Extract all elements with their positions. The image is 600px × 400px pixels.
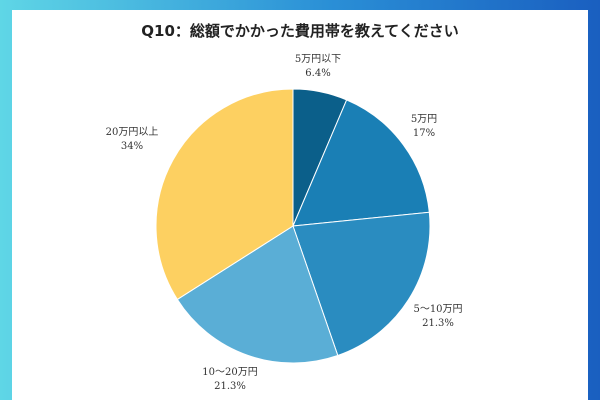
slice-label-1: 5万円以下	[295, 54, 341, 65]
pie-slice-2	[292, 99, 430, 227]
slice-label-3: 5〜10万円	[413, 304, 462, 315]
slice-value-label-2: 17%	[413, 128, 435, 139]
slice-label-5: 20万円以上	[106, 126, 159, 138]
slice-value-label-4: 21.3%	[214, 381, 246, 392]
slice-value-label-5: 34%	[121, 141, 143, 152]
slice-value-label-3: 21.3%	[422, 318, 454, 329]
pie-slice-4	[176, 225, 339, 364]
slice-label-4: 10〜20万円	[202, 367, 257, 378]
slice-label-2: 5万円	[411, 114, 437, 125]
pie-slice-3	[292, 211, 431, 357]
slice-value-label-1: 6.4%	[305, 68, 330, 79]
chart-title: Q10：総額でかかった費用帯を教えてください	[141, 22, 459, 40]
pie-slice-5	[155, 88, 294, 301]
